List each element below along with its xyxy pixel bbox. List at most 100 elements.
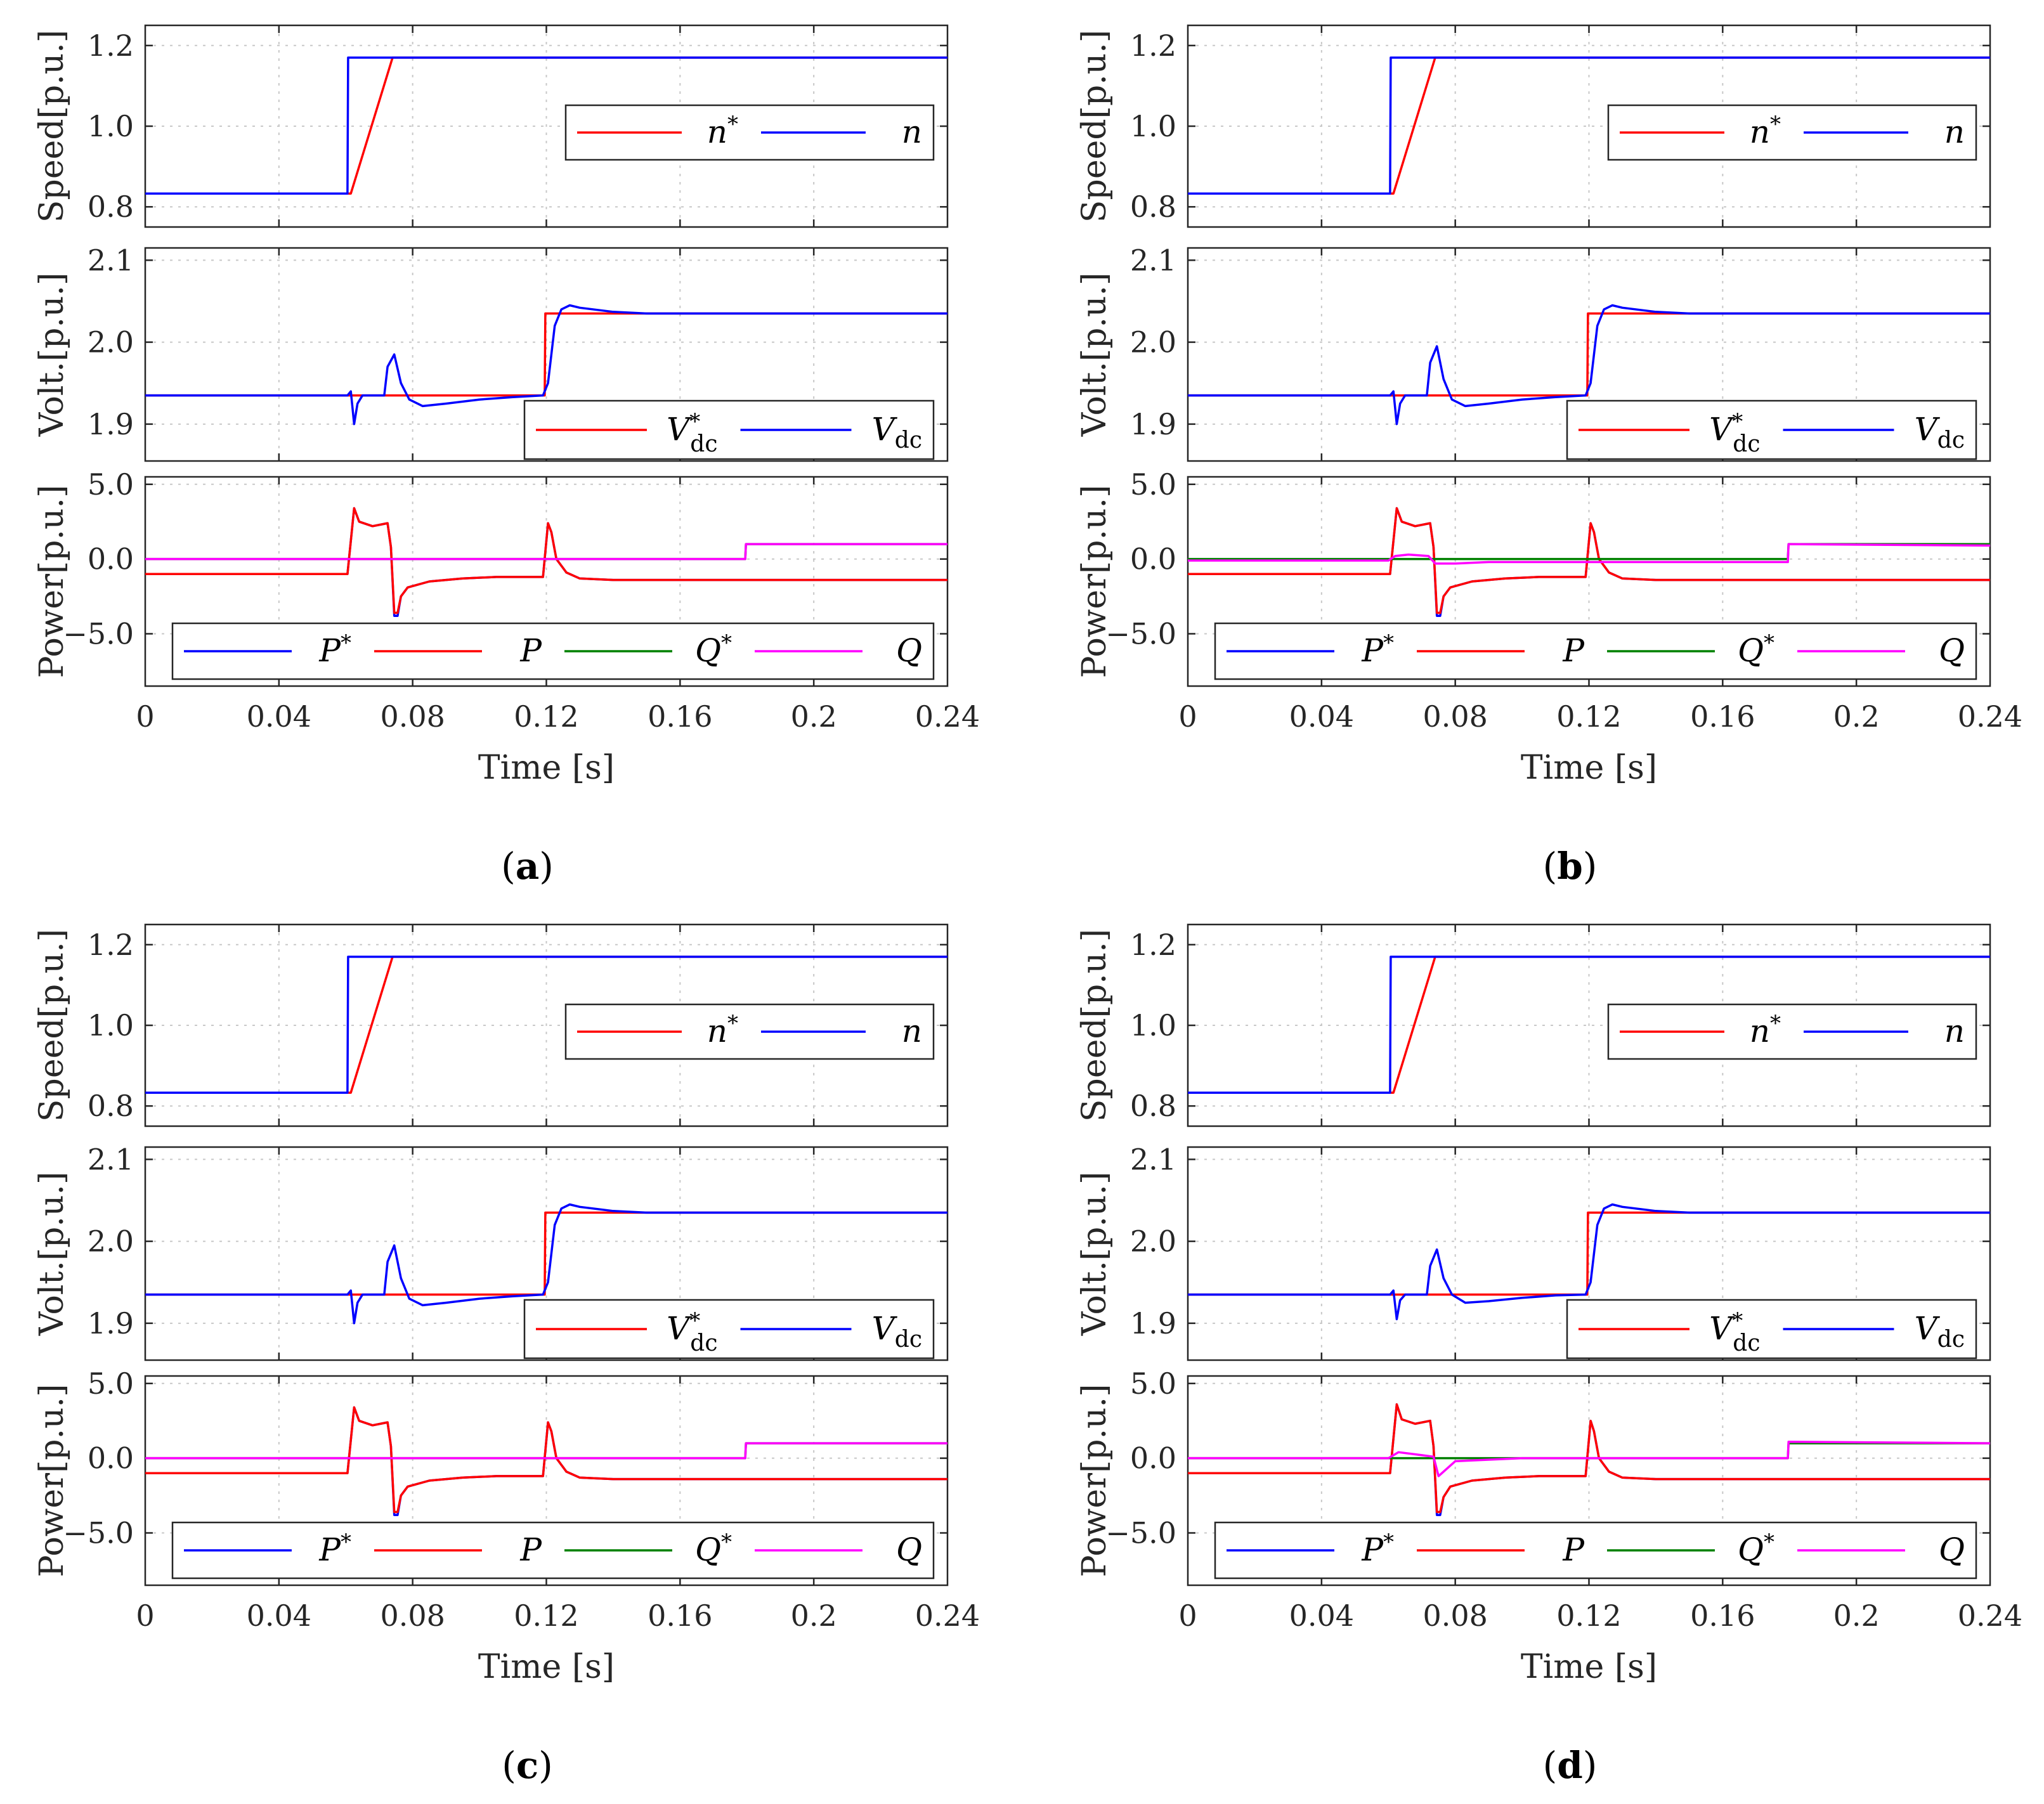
series-group <box>1188 1203 1990 1321</box>
panel-c: 0.8 1.0 1.2 Speed[p.u.] n* n 1.9 2.0 2.1 Volt.[p.… <box>33 923 980 1787</box>
x-tick-label: 0 <box>136 1599 154 1633</box>
y-tick-label: 0.0 <box>1130 1441 1176 1476</box>
legend-label: V* dc <box>667 409 717 457</box>
y-tick-label: 2.1 <box>88 243 134 277</box>
y-tick-label: 1.9 <box>88 407 134 441</box>
legend: n* n <box>564 1003 935 1060</box>
legend-label: n <box>902 1013 922 1049</box>
y-tick-label: 1.0 <box>88 1008 134 1042</box>
legend: n* n <box>1607 104 1977 161</box>
y-tick-label: 0.0 <box>88 542 134 576</box>
y-axis-label: Speed[p.u.] <box>33 30 71 223</box>
y-axis-label: Power[p.u.] <box>33 485 71 678</box>
panel-d: 0.8 1.0 1.2 Speed[p.u.] n* n 1.9 2.0 2.1 Volt.[p.… <box>1076 923 2022 1787</box>
y-tick-label: 2.0 <box>88 325 134 360</box>
legend-label: P <box>1562 1531 1585 1568</box>
x-tick-label: 0.08 <box>380 1599 445 1633</box>
series-line-q <box>1188 543 1990 565</box>
x-tick-label: 0.16 <box>1690 1599 1755 1633</box>
x-axis-label: Time [s] <box>478 1648 615 1686</box>
legend-label: V* dc <box>1709 409 1760 457</box>
x-tick-label: 0.2 <box>1833 1599 1880 1633</box>
y-tick-label: 5.0 <box>88 467 134 502</box>
x-axis-label: Time [s] <box>1521 749 1657 787</box>
x-tick-label: 0.2 <box>791 1599 837 1633</box>
series-group <box>145 1406 947 1516</box>
series-line-p <box>1188 1403 1990 1514</box>
x-tick-label: 0.24 <box>1958 1599 2022 1633</box>
series-line-vdc <box>145 1203 947 1325</box>
x-tick-label: 0 <box>136 699 154 734</box>
legend-label: P* <box>1361 630 1394 669</box>
y-axis-label: Power[p.u.] <box>1076 1384 1114 1578</box>
x-tick-label: 0.08 <box>1422 1599 1487 1633</box>
series-group <box>145 56 947 195</box>
legend-label: Vdc <box>872 1310 922 1353</box>
x-tick-label: 0.2 <box>1833 699 1880 734</box>
series-group <box>1188 956 1990 1094</box>
series-line-vdc <box>145 304 947 425</box>
series-line-p <box>1188 507 1990 614</box>
y-axis-label: Speed[p.u.] <box>1076 929 1114 1122</box>
panel-caption: (a) <box>501 845 554 888</box>
legend-label: Q <box>1939 1531 1965 1568</box>
series-group <box>1188 507 1990 617</box>
y-tick-label: 1.9 <box>1130 407 1176 441</box>
y-tick-label: 1.9 <box>88 1306 134 1340</box>
series-group <box>1188 1403 1990 1516</box>
legend-label: P* <box>1361 1529 1394 1568</box>
legend: n* n <box>564 104 935 161</box>
legend-label: Q <box>1939 632 1965 669</box>
series-line-n <box>145 956 947 1094</box>
y-tick-label: 2.1 <box>1130 243 1176 277</box>
y-tick-label: 2.0 <box>1130 325 1176 360</box>
y-tick-label: 2.1 <box>88 1142 134 1176</box>
x-tick-label: 0.12 <box>1556 699 1621 734</box>
subplot-volt: 1.9 2.0 2.1 Volt.[p.u.] V* dc Vdc <box>33 243 949 462</box>
y-tick-label: 2.0 <box>1130 1224 1176 1259</box>
y-tick-label: 0.0 <box>1130 542 1176 576</box>
legend-label: Vdc <box>1915 1310 1965 1353</box>
y-tick-label: 1.2 <box>88 928 134 962</box>
legend-label: P* <box>318 1529 351 1568</box>
legend-label: P* <box>318 630 351 669</box>
y-tick-label: 0.8 <box>1130 1089 1176 1123</box>
x-axis-label: Time [s] <box>1521 1648 1657 1686</box>
x-tick-label: 0.24 <box>1958 699 2022 734</box>
subplot-speed: 0.8 1.0 1.2 Speed[p.u.] n* n <box>33 923 949 1127</box>
subplot-speed: 0.8 1.0 1.2 Speed[p.u.] n* n <box>33 24 949 228</box>
y-axis-label: Volt.[p.u.] <box>1076 1172 1114 1337</box>
y-tick-label: 2.0 <box>88 1224 134 1259</box>
x-tick-label: 0.12 <box>514 699 578 734</box>
series-line-q <box>145 543 947 561</box>
legend-label: Q <box>896 632 922 669</box>
series-line-p <box>145 1406 947 1514</box>
series-group <box>1188 56 1990 195</box>
legend: P* P Q* Q <box>1214 1521 1977 1580</box>
panel-a: 0.8 1.0 1.2 Speed[p.u.] n* n 1.9 2.0 2.1 Volt.[p.… <box>33 24 980 888</box>
x-tick-label: 0.24 <box>915 1599 980 1633</box>
legend-label: n* <box>1750 1011 1781 1049</box>
x-tick-label: 0 <box>1178 1599 1197 1633</box>
y-tick-label: 1.9 <box>1130 1306 1176 1340</box>
y-axis-label: Speed[p.u.] <box>33 929 71 1122</box>
subplot-volt: 1.9 2.0 2.1 Volt.[p.u.] V* dc Vdc <box>33 1142 949 1361</box>
legend-label: Vdc <box>872 411 922 453</box>
legend-label: Vdc <box>1915 411 1965 453</box>
legend-label: V* dc <box>1709 1308 1760 1356</box>
y-tick-label: 0.8 <box>1130 190 1176 224</box>
y-tick-label: 1.2 <box>88 29 134 63</box>
legend-label: n* <box>707 1011 738 1049</box>
subplot-volt: 1.9 2.0 2.1 Volt.[p.u.] V* dc Vdc <box>1076 1142 1991 1361</box>
panel-b: 0.8 1.0 1.2 Speed[p.u.] n* n 1.9 2.0 2.1 Volt.[p.… <box>1076 24 2022 888</box>
y-tick-label: −5.0 <box>1105 617 1176 651</box>
subplot-speed: 0.8 1.0 1.2 Speed[p.u.] n* n <box>1076 923 1991 1127</box>
series-group <box>145 956 947 1094</box>
x-tick-label: 0.2 <box>791 699 837 734</box>
legend-label: Q <box>896 1531 922 1568</box>
y-axis-label: Volt.[p.u.] <box>1076 273 1114 438</box>
legend: V* dc Vdc <box>1566 1299 1977 1359</box>
series-group <box>145 507 947 617</box>
